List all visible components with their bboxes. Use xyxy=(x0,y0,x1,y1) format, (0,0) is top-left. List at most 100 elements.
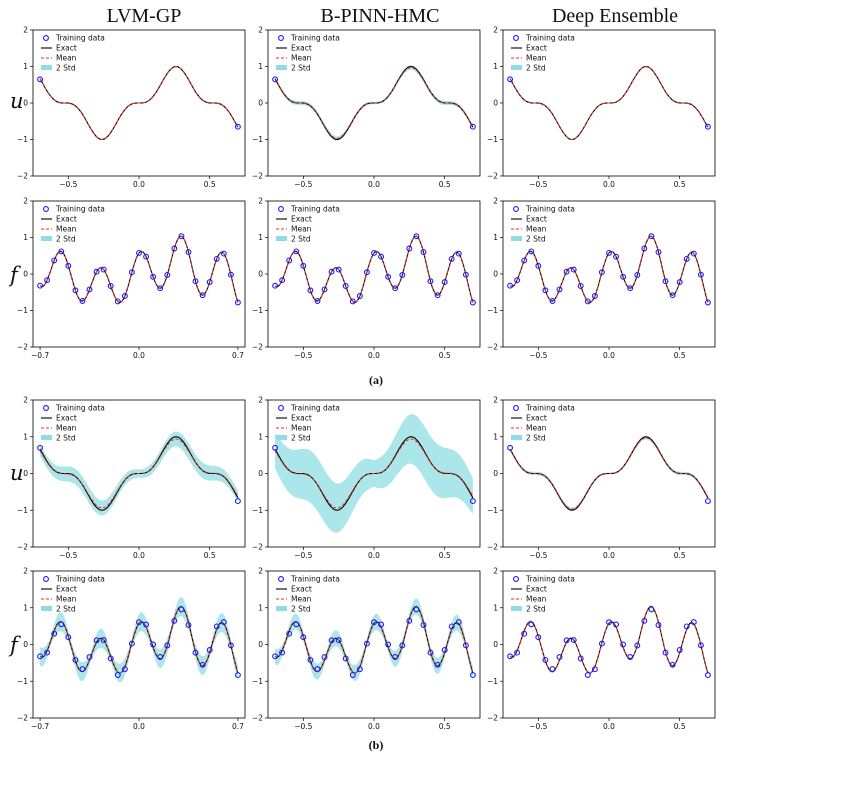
panel-b-f-bpinn: −2 −1 0 1 2 −0.5 0.0 0.5 Training dataExactMean2… xyxy=(252,567,481,731)
legend-marker-training xyxy=(43,206,49,212)
training-point xyxy=(220,619,227,626)
training-point xyxy=(107,655,114,662)
y-tick-label: 1 xyxy=(493,432,498,441)
training-point xyxy=(272,76,279,83)
training-point xyxy=(556,286,563,293)
exact-line xyxy=(509,235,709,303)
panel-a-f-bpinn: −2 −1 0 1 2 −0.5 0.0 0.5 Training dataExactMean2… xyxy=(252,197,481,360)
training-point xyxy=(164,642,171,649)
legend-label: Mean xyxy=(526,595,547,604)
training-point xyxy=(606,249,612,256)
legend-marker-training xyxy=(513,405,519,411)
y-tick-label: −2 xyxy=(252,343,263,352)
training-point xyxy=(570,637,577,644)
x-tick-label: 0.5 xyxy=(439,351,451,360)
training-point xyxy=(448,255,455,262)
training-point xyxy=(150,273,157,280)
training-point xyxy=(178,606,185,613)
training-point xyxy=(65,262,72,269)
y-tick-label: 2 xyxy=(258,567,263,576)
training-point xyxy=(328,268,335,275)
training-point xyxy=(164,272,171,278)
training-point xyxy=(51,630,58,637)
y-tick-label: 0 xyxy=(23,640,28,649)
y-tick-label: 2 xyxy=(493,26,498,35)
x-tick-label: −0.5 xyxy=(294,551,312,560)
y-tick-label: 2 xyxy=(23,197,28,206)
training-point xyxy=(279,277,286,284)
training-point xyxy=(427,649,434,656)
legend-label: Exact xyxy=(56,44,77,53)
legend-label: Exact xyxy=(291,44,312,53)
training-point xyxy=(507,76,514,83)
training-point xyxy=(192,649,199,656)
training-point xyxy=(307,287,314,294)
legend-label: 2 Std xyxy=(526,605,546,614)
training-point xyxy=(683,623,690,630)
x-tick-label: 0.0 xyxy=(133,180,145,189)
training-point xyxy=(655,622,662,628)
x-tick-label: 0.5 xyxy=(204,180,216,189)
y-tick-label: 1 xyxy=(23,62,28,71)
column-title-bpinn: B-PINN-HMC xyxy=(321,5,440,27)
legend-marker-std xyxy=(511,236,522,241)
legend-label: Training data xyxy=(55,205,105,214)
training-point xyxy=(448,623,455,630)
training-point xyxy=(563,637,570,644)
training-point xyxy=(542,656,549,663)
x-tick-label: 0.5 xyxy=(439,722,451,731)
y-tick-label: 2 xyxy=(493,567,498,576)
legend-label: Exact xyxy=(291,215,312,224)
training-point xyxy=(72,656,79,663)
legend-marker-std xyxy=(41,606,52,611)
legend-marker-training xyxy=(278,206,284,212)
y-tick-label: −1 xyxy=(252,135,263,144)
training-point xyxy=(507,444,514,451)
training-point xyxy=(293,621,300,628)
training-point xyxy=(469,672,476,679)
training-point xyxy=(213,255,220,262)
training-point xyxy=(206,647,213,653)
training-point xyxy=(293,248,300,255)
training-point xyxy=(272,653,279,660)
y-tick-label: −1 xyxy=(252,306,263,315)
x-tick-label: 0.5 xyxy=(439,180,451,189)
training-point xyxy=(676,647,683,653)
training-point xyxy=(535,634,542,641)
y-tick-label: −1 xyxy=(487,306,498,315)
legend-marker-training xyxy=(278,405,284,411)
y-tick-label: 0 xyxy=(23,99,28,108)
y-tick-label: −1 xyxy=(487,506,498,515)
training-point xyxy=(356,666,363,673)
legend-marker-std xyxy=(276,65,287,70)
training-point xyxy=(528,621,535,628)
subfigure-label-a: (a) xyxy=(369,373,383,387)
training-point xyxy=(627,285,634,292)
training-point xyxy=(286,630,293,637)
x-tick-label: −0.7 xyxy=(31,351,49,360)
y-tick-label: 1 xyxy=(23,432,28,441)
training-point xyxy=(234,672,241,679)
training-point xyxy=(51,257,58,264)
training-point xyxy=(521,630,528,637)
training-point xyxy=(356,293,363,299)
training-point xyxy=(634,642,641,649)
training-point xyxy=(213,623,220,630)
legend-label: Exact xyxy=(291,414,312,423)
y-tick-label: −1 xyxy=(252,506,263,515)
training-point xyxy=(549,298,556,304)
y-tick-label: −1 xyxy=(487,677,498,686)
training-point xyxy=(93,268,100,275)
training-point xyxy=(378,621,385,628)
training-point xyxy=(521,257,528,264)
legend-marker-training xyxy=(43,35,49,41)
row-label-f-a: f xyxy=(8,263,21,287)
legend-marker-std xyxy=(41,236,52,241)
legend-label: Training data xyxy=(55,404,105,413)
panel-b-u-ens: −2 −1 0 1 2 −0.5 0.0 0.5 Training dataExactMean2… xyxy=(487,396,716,560)
training-point xyxy=(620,273,627,280)
y-tick-label: 0 xyxy=(23,270,28,279)
training-point xyxy=(641,617,648,624)
training-point xyxy=(591,666,598,673)
